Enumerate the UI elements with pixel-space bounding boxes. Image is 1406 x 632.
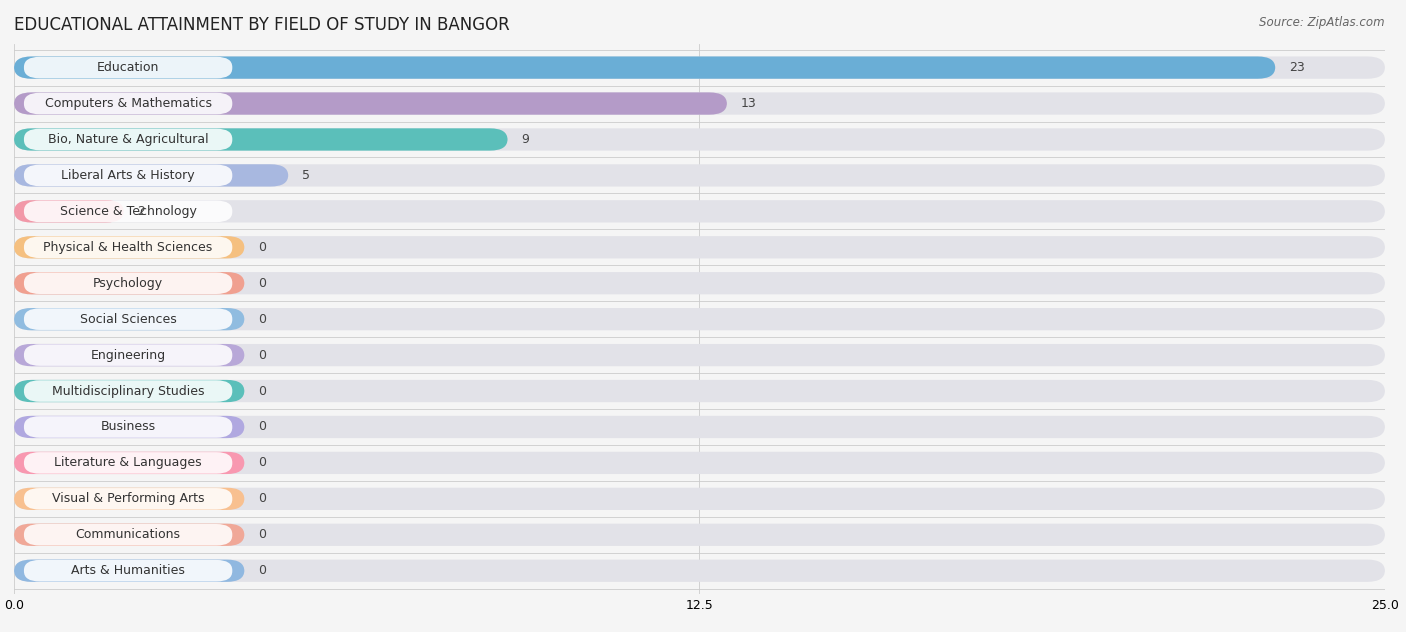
FancyBboxPatch shape <box>14 164 288 186</box>
Text: Business: Business <box>101 420 156 434</box>
FancyBboxPatch shape <box>24 272 232 294</box>
Text: 9: 9 <box>522 133 529 146</box>
FancyBboxPatch shape <box>24 452 232 474</box>
Text: 0: 0 <box>259 313 266 325</box>
FancyBboxPatch shape <box>14 56 1385 79</box>
Text: Engineering: Engineering <box>90 349 166 362</box>
Text: Bio, Nature & Agricultural: Bio, Nature & Agricultural <box>48 133 208 146</box>
Text: EDUCATIONAL ATTAINMENT BY FIELD OF STUDY IN BANGOR: EDUCATIONAL ATTAINMENT BY FIELD OF STUDY… <box>14 16 510 34</box>
FancyBboxPatch shape <box>24 308 232 330</box>
FancyBboxPatch shape <box>14 452 245 474</box>
Text: 0: 0 <box>259 384 266 398</box>
FancyBboxPatch shape <box>14 128 508 150</box>
FancyBboxPatch shape <box>24 93 232 114</box>
Text: Source: ZipAtlas.com: Source: ZipAtlas.com <box>1260 16 1385 29</box>
FancyBboxPatch shape <box>14 488 245 510</box>
FancyBboxPatch shape <box>24 129 232 150</box>
Text: Science & Technology: Science & Technology <box>59 205 197 218</box>
FancyBboxPatch shape <box>14 452 1385 474</box>
FancyBboxPatch shape <box>24 416 232 438</box>
Text: Social Sciences: Social Sciences <box>80 313 177 325</box>
FancyBboxPatch shape <box>14 488 1385 510</box>
FancyBboxPatch shape <box>14 200 124 222</box>
FancyBboxPatch shape <box>24 380 232 402</box>
Text: Physical & Health Sciences: Physical & Health Sciences <box>44 241 212 254</box>
FancyBboxPatch shape <box>14 559 1385 582</box>
FancyBboxPatch shape <box>14 416 1385 438</box>
FancyBboxPatch shape <box>14 164 1385 186</box>
FancyBboxPatch shape <box>14 92 1385 114</box>
FancyBboxPatch shape <box>14 236 245 258</box>
Text: 23: 23 <box>1289 61 1305 74</box>
FancyBboxPatch shape <box>14 559 245 582</box>
Text: 0: 0 <box>259 528 266 541</box>
FancyBboxPatch shape <box>24 524 232 545</box>
Text: Literature & Languages: Literature & Languages <box>55 456 202 470</box>
Text: Computers & Mathematics: Computers & Mathematics <box>45 97 212 110</box>
FancyBboxPatch shape <box>14 236 1385 258</box>
FancyBboxPatch shape <box>24 488 232 509</box>
Text: Communications: Communications <box>76 528 180 541</box>
Text: Multidisciplinary Studies: Multidisciplinary Studies <box>52 384 204 398</box>
Text: 0: 0 <box>259 277 266 289</box>
Text: 0: 0 <box>259 564 266 577</box>
FancyBboxPatch shape <box>14 416 245 438</box>
Text: Psychology: Psychology <box>93 277 163 289</box>
FancyBboxPatch shape <box>24 560 232 581</box>
FancyBboxPatch shape <box>14 272 1385 295</box>
FancyBboxPatch shape <box>24 57 232 78</box>
Text: 2: 2 <box>138 205 145 218</box>
Text: Arts & Humanities: Arts & Humanities <box>72 564 186 577</box>
Text: Education: Education <box>97 61 159 74</box>
FancyBboxPatch shape <box>14 272 245 295</box>
Text: 0: 0 <box>259 492 266 506</box>
FancyBboxPatch shape <box>24 200 232 222</box>
Text: 0: 0 <box>259 456 266 470</box>
FancyBboxPatch shape <box>14 380 245 402</box>
Text: 0: 0 <box>259 349 266 362</box>
FancyBboxPatch shape <box>14 524 1385 546</box>
FancyBboxPatch shape <box>14 200 1385 222</box>
Text: 0: 0 <box>259 241 266 254</box>
FancyBboxPatch shape <box>14 92 727 114</box>
FancyBboxPatch shape <box>14 308 245 331</box>
FancyBboxPatch shape <box>14 56 1275 79</box>
FancyBboxPatch shape <box>14 380 1385 402</box>
FancyBboxPatch shape <box>24 164 232 186</box>
FancyBboxPatch shape <box>14 308 1385 331</box>
Text: 0: 0 <box>259 420 266 434</box>
FancyBboxPatch shape <box>24 236 232 258</box>
Text: Visual & Performing Arts: Visual & Performing Arts <box>52 492 204 506</box>
FancyBboxPatch shape <box>14 344 245 366</box>
FancyBboxPatch shape <box>14 344 1385 366</box>
Text: Liberal Arts & History: Liberal Arts & History <box>62 169 195 182</box>
FancyBboxPatch shape <box>14 524 245 546</box>
FancyBboxPatch shape <box>24 344 232 366</box>
FancyBboxPatch shape <box>14 128 1385 150</box>
Text: 13: 13 <box>741 97 756 110</box>
Text: 5: 5 <box>302 169 309 182</box>
